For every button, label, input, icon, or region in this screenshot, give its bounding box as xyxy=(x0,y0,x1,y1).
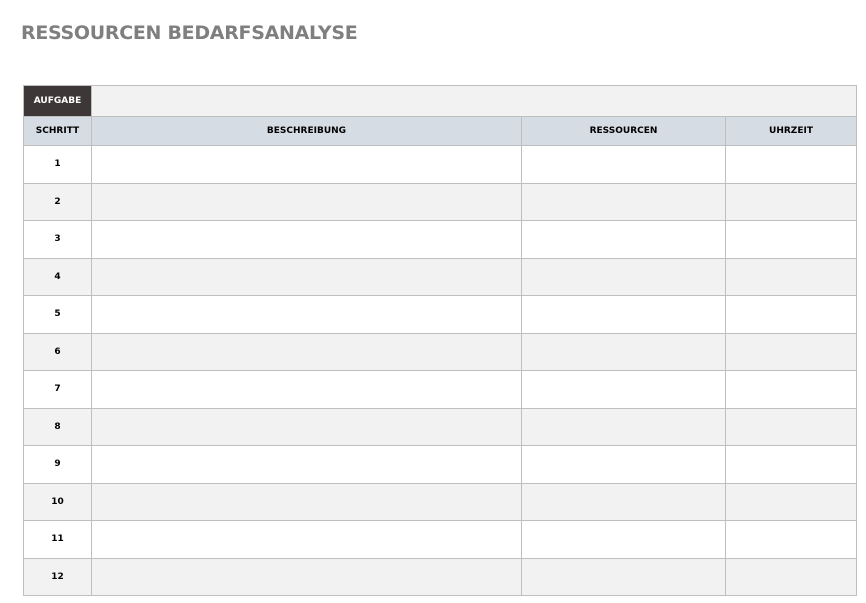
description-cell[interactable] xyxy=(91,295,522,334)
table-row: 10 xyxy=(23,482,858,521)
resources-cell[interactable] xyxy=(521,445,726,484)
time-cell[interactable] xyxy=(724,557,858,596)
table-row: 7 xyxy=(23,370,858,409)
resources-cell[interactable] xyxy=(521,370,726,409)
description-cell[interactable] xyxy=(91,407,522,446)
resources-cell[interactable] xyxy=(521,145,726,184)
step-number: 8 xyxy=(23,407,92,446)
step-number: 3 xyxy=(23,220,92,259)
table-row: 5 xyxy=(23,295,858,334)
header-description: BESCHREIBUNG xyxy=(91,116,522,146)
table-row: 11 xyxy=(23,520,858,559)
time-cell[interactable] xyxy=(724,220,858,259)
resources-cell[interactable] xyxy=(521,407,726,446)
step-number: 5 xyxy=(23,295,92,334)
time-cell[interactable] xyxy=(724,145,858,184)
header-step: SCHRITT xyxy=(23,116,92,146)
time-cell[interactable] xyxy=(724,257,858,296)
resources-cell[interactable] xyxy=(521,257,726,296)
time-cell[interactable] xyxy=(724,482,858,521)
table-row: 8 xyxy=(23,407,858,446)
description-cell[interactable] xyxy=(91,220,522,259)
task-label: AUFGABE xyxy=(23,85,92,117)
resources-cell[interactable] xyxy=(521,482,726,521)
table-row: 2 xyxy=(23,182,858,221)
description-cell[interactable] xyxy=(91,482,522,521)
header-row: SCHRITT BESCHREIBUNG RESSOURCEN UHRZEIT xyxy=(23,116,858,146)
time-cell[interactable] xyxy=(724,407,858,446)
step-number: 11 xyxy=(23,520,92,559)
task-row: AUFGABE xyxy=(23,85,858,117)
header-resources: RESSOURCEN xyxy=(521,116,726,146)
time-cell[interactable] xyxy=(724,445,858,484)
time-cell[interactable] xyxy=(724,295,858,334)
time-cell[interactable] xyxy=(724,332,858,371)
resources-cell[interactable] xyxy=(521,557,726,596)
description-cell[interactable] xyxy=(91,332,522,371)
header-time: UHRZEIT xyxy=(724,116,858,146)
resources-cell[interactable] xyxy=(521,332,726,371)
table-row: 12 xyxy=(23,557,858,596)
description-cell[interactable] xyxy=(91,520,522,559)
table-row: 1 xyxy=(23,145,858,184)
table-row: 6 xyxy=(23,332,858,371)
table-row: 9 xyxy=(23,445,858,484)
table-row: 3 xyxy=(23,220,858,259)
resources-cell[interactable] xyxy=(521,295,726,334)
resources-cell[interactable] xyxy=(521,182,726,221)
description-cell[interactable] xyxy=(91,145,522,184)
table-row: 4 xyxy=(23,257,858,296)
description-cell[interactable] xyxy=(91,445,522,484)
time-cell[interactable] xyxy=(724,182,858,221)
step-number: 7 xyxy=(23,370,92,409)
step-number: 6 xyxy=(23,332,92,371)
description-cell[interactable] xyxy=(91,257,522,296)
time-cell[interactable] xyxy=(724,520,858,559)
step-number: 1 xyxy=(23,145,92,184)
resources-cell[interactable] xyxy=(521,520,726,559)
step-number: 4 xyxy=(23,257,92,296)
step-number: 9 xyxy=(23,445,92,484)
task-input[interactable] xyxy=(90,85,858,117)
description-cell[interactable] xyxy=(91,182,522,221)
page-title: RESSOURCEN BEDARFSANALYSE xyxy=(21,22,358,44)
description-cell[interactable] xyxy=(91,557,522,596)
step-number: 12 xyxy=(23,557,92,596)
step-number: 2 xyxy=(23,182,92,221)
description-cell[interactable] xyxy=(91,370,522,409)
resources-cell[interactable] xyxy=(521,220,726,259)
step-number: 10 xyxy=(23,482,92,521)
time-cell[interactable] xyxy=(724,370,858,409)
resource-table: AUFGABE SCHRITT BESCHREIBUNG RESSOURCEN … xyxy=(23,85,858,596)
